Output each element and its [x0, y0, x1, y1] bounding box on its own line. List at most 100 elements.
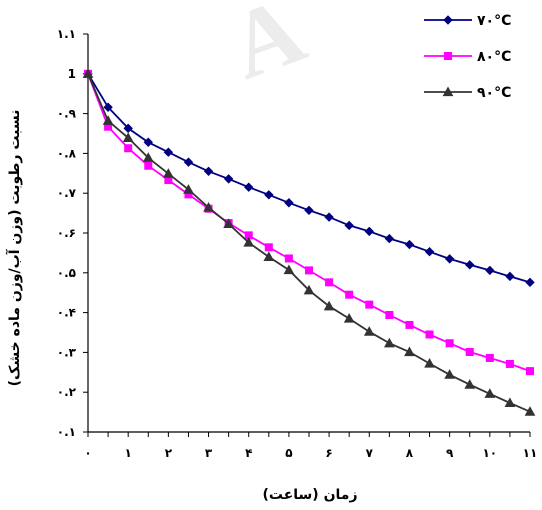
x-tick-label: ۱	[125, 446, 132, 460]
x-tick-label: ۰	[84, 446, 91, 460]
legend: ۷۰°C ۸۰°C ۹۰°C	[424, 13, 511, 101]
x-tick-label: ۹	[446, 446, 454, 460]
data-point	[283, 264, 295, 275]
data-point	[424, 358, 435, 368]
y-tick-label: ۰.۶	[57, 226, 76, 240]
data-point	[484, 388, 496, 398]
data-point	[405, 320, 414, 329]
data-point	[444, 254, 455, 264]
data-point	[244, 182, 254, 192]
y-axis-title: نسبت رطوبت (وزن آب/وزن ماده خشک)	[5, 110, 23, 387]
data-point	[363, 326, 375, 336]
data-point	[526, 367, 534, 376]
data-point	[124, 144, 133, 153]
data-point	[525, 277, 535, 288]
data-point	[504, 397, 516, 408]
series-layer	[82, 68, 536, 416]
data-point	[343, 313, 355, 323]
data-point	[103, 102, 113, 112]
x-tick-label: ۵	[285, 446, 292, 460]
x-tick-label: ۸	[406, 446, 414, 460]
data-point	[144, 161, 153, 170]
data-point	[123, 123, 133, 134]
data-point	[445, 339, 454, 348]
legend-label: ۸۰°C	[477, 49, 511, 65]
data-point	[264, 243, 273, 252]
series-line	[87, 73, 531, 372]
data-point	[163, 147, 174, 157]
series-line	[87, 73, 531, 284]
data-point	[223, 174, 234, 184]
data-point	[424, 246, 435, 257]
data-point	[183, 157, 194, 167]
data-point	[384, 233, 395, 244]
data-point	[223, 218, 234, 228]
series-line	[87, 73, 531, 413]
data-point	[324, 212, 334, 222]
data-point	[303, 284, 315, 295]
y-tick-label: 1	[68, 67, 76, 81]
y-axis-ticks: ۰.۱ ۰.۲ ۰.۳ ۰.۴ ۰.۵ ۰.۶ ۰.۷ ۰.۸ ۰.۹ 1 ۱.۱	[57, 27, 88, 439]
y-tick-label: ۱.۱	[57, 27, 76, 41]
chart-axes	[87, 34, 530, 433]
data-point	[183, 184, 194, 194]
x-tick-label: ۱۱	[523, 446, 538, 460]
data-point	[385, 310, 394, 319]
x-tick-label: ۲	[165, 446, 173, 460]
x-axis-ticks: ۰ ۱ ۲ ۳ ۴ ۵ ۶ ۷ ۸ ۹ ۱۰ ۱۱	[84, 432, 537, 460]
data-point	[465, 348, 474, 357]
data-point	[284, 198, 294, 208]
data-point	[384, 337, 395, 348]
data-point	[122, 132, 134, 142]
data-point	[243, 237, 255, 247]
data-point	[142, 152, 154, 162]
y-tick-label: ۰.۱	[57, 425, 76, 439]
data-point	[505, 271, 515, 282]
data-point	[425, 330, 434, 339]
legend-entry-3: ۹۰°C	[424, 85, 511, 101]
data-point	[404, 239, 415, 250]
data-point	[364, 226, 374, 237]
legend-label: ۹۰°C	[477, 85, 511, 101]
series-3	[82, 68, 536, 416]
y-tick-label: ۰.۴	[57, 306, 76, 320]
y-tick-label: ۰.۹	[57, 107, 77, 121]
data-point	[325, 278, 334, 287]
data-point	[505, 359, 514, 368]
data-point	[444, 369, 455, 379]
x-tick-label: ۷	[366, 446, 374, 460]
data-point	[263, 251, 275, 261]
data-point	[102, 115, 114, 125]
data-point	[404, 346, 415, 357]
data-point	[442, 86, 454, 97]
data-point	[304, 205, 314, 216]
data-point	[305, 266, 313, 275]
x-tick-label: ۱۰	[482, 446, 497, 460]
data-point	[203, 166, 214, 177]
series-2	[84, 69, 534, 376]
data-point	[465, 260, 475, 270]
data-point	[82, 68, 94, 78]
data-point	[143, 137, 153, 147]
data-point	[284, 254, 293, 263]
data-point	[344, 220, 354, 231]
x-tick-label: ۴	[245, 446, 252, 460]
data-point	[485, 353, 494, 362]
data-point	[464, 379, 476, 389]
data-point	[485, 265, 495, 276]
y-tick-label: ۰.۷	[57, 186, 77, 200]
data-point	[345, 290, 354, 299]
data-point	[264, 190, 274, 200]
data-point	[323, 300, 335, 311]
legend-entry-2: ۸۰°C	[424, 49, 511, 65]
x-tick-label: ۶	[325, 446, 332, 460]
data-point	[524, 406, 536, 416]
x-axis-title: زمان (ساعت)	[262, 487, 357, 503]
data-point	[444, 52, 452, 60]
legend-label: ۷۰°C	[477, 13, 511, 29]
series-1	[83, 69, 535, 288]
data-point	[365, 300, 374, 309]
data-point	[203, 201, 214, 212]
y-tick-label: ۰.۳	[57, 345, 77, 359]
